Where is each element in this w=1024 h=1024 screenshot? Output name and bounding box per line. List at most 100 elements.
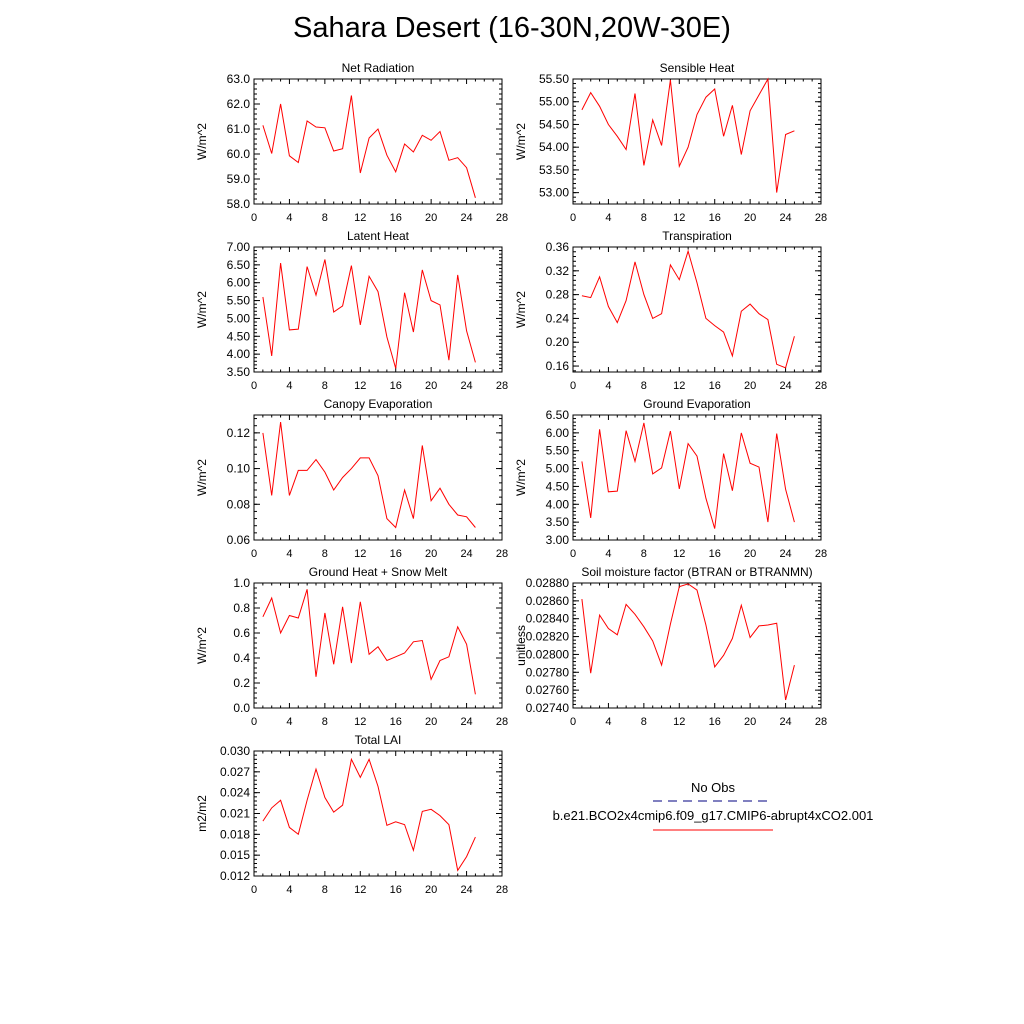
y-tick-label: 0.027 <box>220 765 250 779</box>
x-tick-label: 16 <box>709 380 721 392</box>
y-tick-label: 0.02860 <box>526 594 570 608</box>
y-tick-label: 0.28 <box>546 288 570 302</box>
x-tick-label: 8 <box>641 548 647 560</box>
panel-title: Ground Evaporation <box>643 397 750 411</box>
y-tick-label: 0.36 <box>546 240 570 254</box>
chart-panel-2: Sensible Heat 0 4 8 12 16 20 24 28 53.00 53.50 54.0… <box>514 61 827 224</box>
y-tick-label: 54.50 <box>539 117 569 131</box>
x-tick-label: 28 <box>815 380 827 392</box>
y-tick-label: 63.0 <box>227 72 251 86</box>
x-tick-label: 24 <box>779 212 791 224</box>
panel-title: Sensible Heat <box>660 61 735 75</box>
series-line <box>262 422 476 529</box>
plot-frame <box>253 582 503 709</box>
panel-title: Ground Heat + Snow Melt <box>309 565 448 579</box>
y-tick-label: 0.012 <box>220 869 250 883</box>
y-tick-label: 0.32 <box>546 264 570 278</box>
y-tick-label: 0.02880 <box>526 576 570 590</box>
y-tick-label: 5.00 <box>227 311 251 325</box>
x-tick-label: 12 <box>354 548 366 560</box>
y-tick-label: 5.50 <box>546 444 570 458</box>
series-line <box>262 757 476 872</box>
x-tick-label: 24 <box>460 548 472 560</box>
x-tick-label: 4 <box>286 212 292 224</box>
y-axis-label: unitless <box>514 625 528 666</box>
y-tick-label: 62.0 <box>227 97 251 111</box>
y-tick-label: 0.02760 <box>526 683 570 697</box>
x-tick-label: 24 <box>460 716 472 728</box>
y-tick-label: 6.00 <box>227 276 251 290</box>
x-tick-label: 4 <box>605 212 611 224</box>
x-tick-label: 20 <box>425 380 437 392</box>
y-tick-label: 0.20 <box>546 335 570 349</box>
y-tick-label: 0.4 <box>233 651 250 665</box>
x-tick-label: 8 <box>641 380 647 392</box>
y-tick-label: 4.50 <box>546 479 570 493</box>
x-tick-label: 0 <box>570 212 576 224</box>
x-tick-label: 8 <box>322 212 328 224</box>
x-tick-label: 16 <box>390 884 402 896</box>
x-tick-label: 4 <box>605 380 611 392</box>
y-tick-label: 0.024 <box>220 786 250 800</box>
x-tick-label: 20 <box>744 548 756 560</box>
y-tick-label: 7.00 <box>227 240 251 254</box>
y-tick-label: 3.50 <box>546 515 570 529</box>
x-tick-label: 8 <box>641 212 647 224</box>
y-tick-label: 6.50 <box>546 408 570 422</box>
x-tick-label: 20 <box>744 380 756 392</box>
panel-title: Canopy Evaporation <box>324 397 433 411</box>
y-tick-label: 0.06 <box>227 533 251 547</box>
y-axis-label: W/m^2 <box>195 459 209 496</box>
y-axis-label: W/m^2 <box>514 291 528 328</box>
panel-title: Soil moisture factor (BTRAN or BTRANMN) <box>581 565 812 579</box>
series-line <box>581 249 795 369</box>
y-tick-label: 0.02800 <box>526 647 570 661</box>
chart-panel-3: Latent Heat 0 4 8 12 16 20 24 28 3.50 4.00 4.50 5.00… <box>195 229 508 392</box>
x-tick-label: 28 <box>496 212 508 224</box>
y-tick-label: 0.24 <box>546 311 570 325</box>
y-tick-label: 5.50 <box>227 294 251 308</box>
chart-panel-1: Net Radiation 0 4 8 12 16 20 24 28 58.0 59.0 60.0 61… <box>195 61 508 224</box>
chart-panel-7: Ground Heat + Snow Melt 0 4 8 12 16 20 24 28 0.0 0… <box>195 565 508 728</box>
x-tick-label: 28 <box>496 716 508 728</box>
x-tick-label: 0 <box>251 884 257 896</box>
x-tick-label: 4 <box>286 548 292 560</box>
y-tick-label: 6.00 <box>546 426 570 440</box>
x-tick-label: 16 <box>709 548 721 560</box>
x-tick-label: 24 <box>460 884 472 896</box>
y-tick-label: 0.02780 <box>526 665 570 679</box>
x-tick-label: 8 <box>322 380 328 392</box>
legend: No Obs b.e21.BCO2x4cmip6.f09_g17.CMIP6-ab… <box>553 780 873 831</box>
y-tick-label: 0.030 <box>220 744 250 758</box>
y-tick-label: 0.02820 <box>526 630 570 644</box>
chart-panel-8: Soil moisture factor (BTRAN or BTRANMN) 0… <box>514 565 827 728</box>
y-axis-label: W/m^2 <box>195 291 209 328</box>
x-tick-label: 0 <box>570 548 576 560</box>
x-tick-label: 20 <box>425 212 437 224</box>
y-tick-label: 3.50 <box>227 365 251 379</box>
x-tick-label: 0 <box>570 716 576 728</box>
x-tick-label: 16 <box>390 716 402 728</box>
y-tick-label: 60.0 <box>227 147 251 161</box>
x-tick-label: 24 <box>779 716 791 728</box>
y-tick-label: 0.018 <box>220 827 250 841</box>
legend-obs-label: No Obs <box>691 780 736 795</box>
y-tick-label: 59.0 <box>227 172 251 186</box>
x-tick-label: 4 <box>286 884 292 896</box>
x-tick-label: 24 <box>779 380 791 392</box>
x-tick-label: 8 <box>322 884 328 896</box>
x-tick-label: 28 <box>815 548 827 560</box>
y-tick-label: 0.2 <box>233 676 250 690</box>
x-tick-label: 28 <box>815 716 827 728</box>
y-tick-label: 0.10 <box>227 462 251 476</box>
y-tick-label: 0.12 <box>227 426 251 440</box>
x-tick-label: 12 <box>673 548 685 560</box>
x-tick-label: 4 <box>286 380 292 392</box>
x-tick-label: 8 <box>322 716 328 728</box>
x-tick-label: 20 <box>425 884 437 896</box>
y-tick-label: 0.6 <box>233 626 250 640</box>
y-tick-label: 4.00 <box>227 347 251 361</box>
y-tick-label: 0.015 <box>220 848 250 862</box>
panel-title: Transpiration <box>662 229 732 243</box>
x-tick-label: 8 <box>322 548 328 560</box>
